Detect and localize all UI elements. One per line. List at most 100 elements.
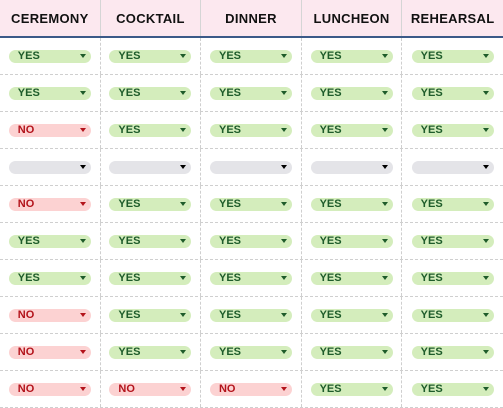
- caret-down-icon: [280, 54, 287, 58]
- rsvp-dropdown[interactable]: [109, 160, 192, 174]
- rsvp-dropdown[interactable]: YES: [209, 123, 292, 137]
- table-row: YES YES YES YES YES: [0, 75, 503, 112]
- rsvp-dropdown[interactable]: YES: [109, 123, 192, 137]
- rsvp-dropdown[interactable]: NO: [8, 197, 91, 211]
- table-cell: NO: [201, 371, 302, 407]
- caret-down-icon: [180, 350, 187, 354]
- table-header: CEREMONY COCKTAIL DINNER LUNCHEON REHEARSAL: [0, 0, 503, 38]
- rsvp-dropdown[interactable]: [411, 160, 494, 174]
- rsvp-dropdown[interactable]: YES: [109, 86, 192, 100]
- table-cell: YES: [101, 75, 202, 111]
- rsvp-value: YES: [17, 234, 40, 247]
- rsvp-dropdown[interactable]: YES: [209, 308, 292, 322]
- rsvp-dropdown[interactable]: YES: [8, 234, 91, 248]
- caret-down-icon: [381, 350, 388, 354]
- column-header: LUNCHEON: [302, 0, 403, 36]
- rsvp-dropdown[interactable]: YES: [209, 86, 292, 100]
- rsvp-dropdown[interactable]: [8, 160, 91, 174]
- table-row: NO YES YES YES YES: [0, 186, 503, 223]
- caret-down-icon: [180, 313, 187, 317]
- rsvp-dropdown[interactable]: NO: [8, 382, 91, 396]
- rsvp-dropdown[interactable]: YES: [310, 271, 393, 285]
- caret-down-icon: [381, 276, 388, 280]
- rsvp-dropdown[interactable]: YES: [109, 308, 192, 322]
- caret-down-icon: [79, 54, 86, 58]
- rsvp-dropdown[interactable]: YES: [8, 86, 91, 100]
- rsvp-dropdown[interactable]: YES: [209, 49, 292, 63]
- rsvp-dropdown[interactable]: YES: [109, 271, 192, 285]
- rsvp-dropdown[interactable]: YES: [310, 86, 393, 100]
- table-cell: [402, 149, 503, 185]
- rsvp-dropdown[interactable]: NO: [8, 345, 91, 359]
- rsvp-dropdown[interactable]: YES: [411, 123, 494, 137]
- rsvp-dropdown[interactable]: YES: [109, 234, 192, 248]
- rsvp-dropdown[interactable]: YES: [411, 86, 494, 100]
- rsvp-dropdown[interactable]: YES: [411, 382, 494, 396]
- table-cell: YES: [0, 75, 101, 111]
- rsvp-dropdown[interactable]: YES: [411, 197, 494, 211]
- column-header: DINNER: [201, 0, 302, 36]
- rsvp-dropdown[interactable]: NO: [109, 382, 192, 396]
- rsvp-value: YES: [218, 345, 241, 358]
- rsvp-dropdown[interactable]: YES: [8, 49, 91, 63]
- caret-down-icon: [482, 91, 489, 95]
- rsvp-dropdown[interactable]: YES: [310, 308, 393, 322]
- rsvp-dropdown[interactable]: YES: [209, 271, 292, 285]
- rsvp-dropdown[interactable]: YES: [411, 49, 494, 63]
- rsvp-dropdown[interactable]: [209, 160, 292, 174]
- rsvp-dropdown[interactable]: YES: [209, 197, 292, 211]
- rsvp-dropdown[interactable]: YES: [109, 49, 192, 63]
- table-cell: YES: [101, 186, 202, 222]
- table-row: NO NO NO YES YES: [0, 371, 503, 408]
- rsvp-dropdown[interactable]: YES: [411, 308, 494, 322]
- rsvp-value: NO: [218, 382, 236, 395]
- rsvp-dropdown[interactable]: YES: [310, 123, 393, 137]
- rsvp-dropdown[interactable]: [310, 160, 393, 174]
- rsvp-value: YES: [420, 345, 443, 358]
- caret-down-icon: [482, 276, 489, 280]
- caret-down-icon: [180, 387, 187, 391]
- rsvp-dropdown[interactable]: YES: [411, 234, 494, 248]
- rsvp-dropdown[interactable]: YES: [310, 49, 393, 63]
- rsvp-dropdown[interactable]: YES: [209, 345, 292, 359]
- rsvp-dropdown[interactable]: YES: [209, 234, 292, 248]
- rsvp-value: YES: [118, 271, 141, 284]
- rsvp-dropdown[interactable]: YES: [310, 382, 393, 396]
- rsvp-dropdown[interactable]: YES: [109, 197, 192, 211]
- rsvp-value: YES: [17, 271, 40, 284]
- rsvp-dropdown[interactable]: NO: [209, 382, 292, 396]
- rsvp-value: NO: [17, 123, 35, 136]
- table-cell: YES: [101, 112, 202, 148]
- rsvp-value: NO: [17, 345, 35, 358]
- rsvp-value: YES: [17, 49, 40, 62]
- caret-down-icon: [79, 350, 86, 354]
- rsvp-dropdown[interactable]: YES: [310, 345, 393, 359]
- caret-down-icon: [180, 91, 187, 95]
- table-row: [0, 149, 503, 186]
- rsvp-value: YES: [420, 234, 443, 247]
- caret-down-icon: [280, 202, 287, 206]
- caret-down-icon: [79, 387, 86, 391]
- table-row: NO YES YES YES YES: [0, 112, 503, 149]
- caret-down-icon: [381, 128, 388, 132]
- rsvp-dropdown[interactable]: YES: [109, 345, 192, 359]
- caret-down-icon: [280, 239, 287, 243]
- rsvp-value: YES: [118, 49, 141, 62]
- table-cell: YES: [302, 223, 403, 259]
- rsvp-dropdown[interactable]: NO: [8, 123, 91, 137]
- rsvp-dropdown[interactable]: YES: [8, 271, 91, 285]
- rsvp-dropdown[interactable]: YES: [411, 345, 494, 359]
- caret-down-icon: [79, 239, 86, 243]
- rsvp-value: YES: [218, 49, 241, 62]
- rsvp-dropdown[interactable]: YES: [411, 271, 494, 285]
- rsvp-value: YES: [218, 197, 241, 210]
- table-cell: NO: [0, 186, 101, 222]
- rsvp-dropdown[interactable]: YES: [310, 234, 393, 248]
- table-cell: YES: [402, 38, 503, 74]
- table-cell: NO: [0, 371, 101, 407]
- rsvp-value: YES: [218, 123, 241, 136]
- rsvp-value: YES: [17, 86, 40, 99]
- rsvp-dropdown[interactable]: NO: [8, 308, 91, 322]
- rsvp-dropdown[interactable]: YES: [310, 197, 393, 211]
- rsvp-value: YES: [218, 86, 241, 99]
